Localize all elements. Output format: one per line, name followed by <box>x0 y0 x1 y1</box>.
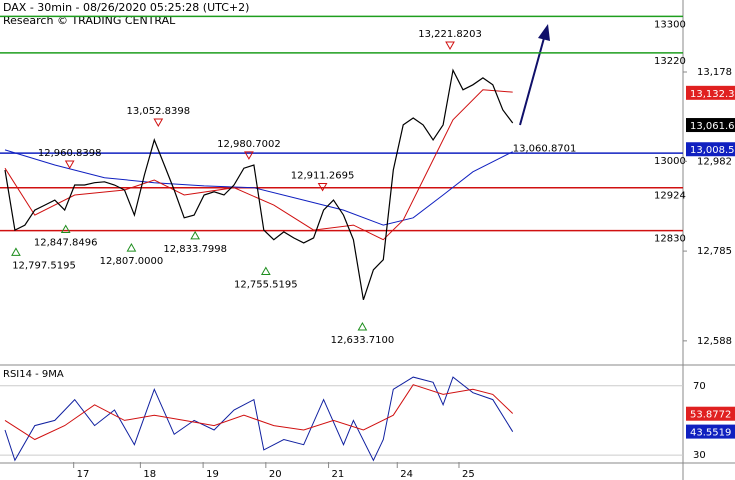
last-value-box <box>686 424 735 439</box>
rsi-tick-label: 30 <box>693 450 706 461</box>
last-value-label: 13,061.6 <box>690 121 735 132</box>
high-label: 12,980.7002 <box>217 139 281 150</box>
level-label: 12830 <box>654 234 686 245</box>
x-tick-label: 24 <box>400 469 413 480</box>
last-value-box <box>686 118 735 133</box>
last-value-label: 53.8772 <box>690 410 731 421</box>
x-tick-label: 25 <box>462 469 475 480</box>
x-tick-label: 18 <box>143 469 156 480</box>
high-marker <box>317 183 328 192</box>
high-label: 13,052.8398 <box>126 106 190 117</box>
low-label: 12,807.0000 <box>100 256 164 267</box>
chart-title: DAX - 30min - 08/26/2020 05:25:28 (UTC+2… <box>3 1 249 14</box>
high-marker <box>445 41 455 51</box>
high-label: 12,960.8398 <box>38 148 102 159</box>
low-marker <box>260 266 271 276</box>
rsi-line <box>4 384 514 441</box>
last-value-box <box>686 406 735 421</box>
last-value-box <box>686 85 735 100</box>
x-tick-label: 19 <box>206 469 219 480</box>
rsi-title: RSI14 - 9MA <box>3 369 64 380</box>
pivot-label: 13,060.8701 <box>513 143 577 154</box>
high-marker <box>244 151 254 160</box>
y-tick-label: 13,178 <box>697 67 732 78</box>
y-tick-label: 12,785 <box>697 246 732 257</box>
chart-subtitle: Research © TRADING CENTRAL <box>3 14 176 27</box>
low-label: 12,833.7998 <box>163 244 227 255</box>
x-tick-label: 20 <box>269 469 282 480</box>
low-marker <box>126 243 137 252</box>
low-marker <box>357 322 368 331</box>
high-marker <box>64 160 75 169</box>
low-label: 12,755.5195 <box>234 280 298 291</box>
level-label: 13000 <box>654 156 686 167</box>
y-tick-label: 12,588 <box>697 336 732 347</box>
last-value-label: 43.5519 <box>690 428 731 439</box>
high-label: 13,221.8203 <box>418 29 482 40</box>
low-marker <box>60 224 71 233</box>
low-label: 12,633.7100 <box>331 335 395 346</box>
low-label: 12,847.8496 <box>34 237 98 248</box>
low-marker <box>190 230 201 240</box>
rsi-line <box>4 376 514 462</box>
high-label: 12,911.2695 <box>291 171 355 182</box>
forecast-arrowhead <box>538 24 550 41</box>
ma-fast <box>4 89 513 241</box>
level-label: 12924 <box>654 191 686 202</box>
rsi-tick-label: 70 <box>693 381 706 392</box>
price-line <box>4 68 514 300</box>
last-value-label: 13,132.3 <box>690 89 735 100</box>
x-tick-label: 17 <box>77 469 90 480</box>
last-value-box <box>686 142 735 157</box>
ma-slow <box>4 149 513 226</box>
level-label: 13220 <box>654 56 686 67</box>
x-tick-label: 21 <box>332 469 345 480</box>
last-value-label: 13,008.5 <box>690 145 735 156</box>
y-tick-label: 12,982 <box>697 156 732 167</box>
level-label: 13300 <box>654 19 686 30</box>
high-marker <box>153 118 164 128</box>
low-label: 12,797.5195 <box>12 260 76 271</box>
low-marker <box>11 247 21 256</box>
